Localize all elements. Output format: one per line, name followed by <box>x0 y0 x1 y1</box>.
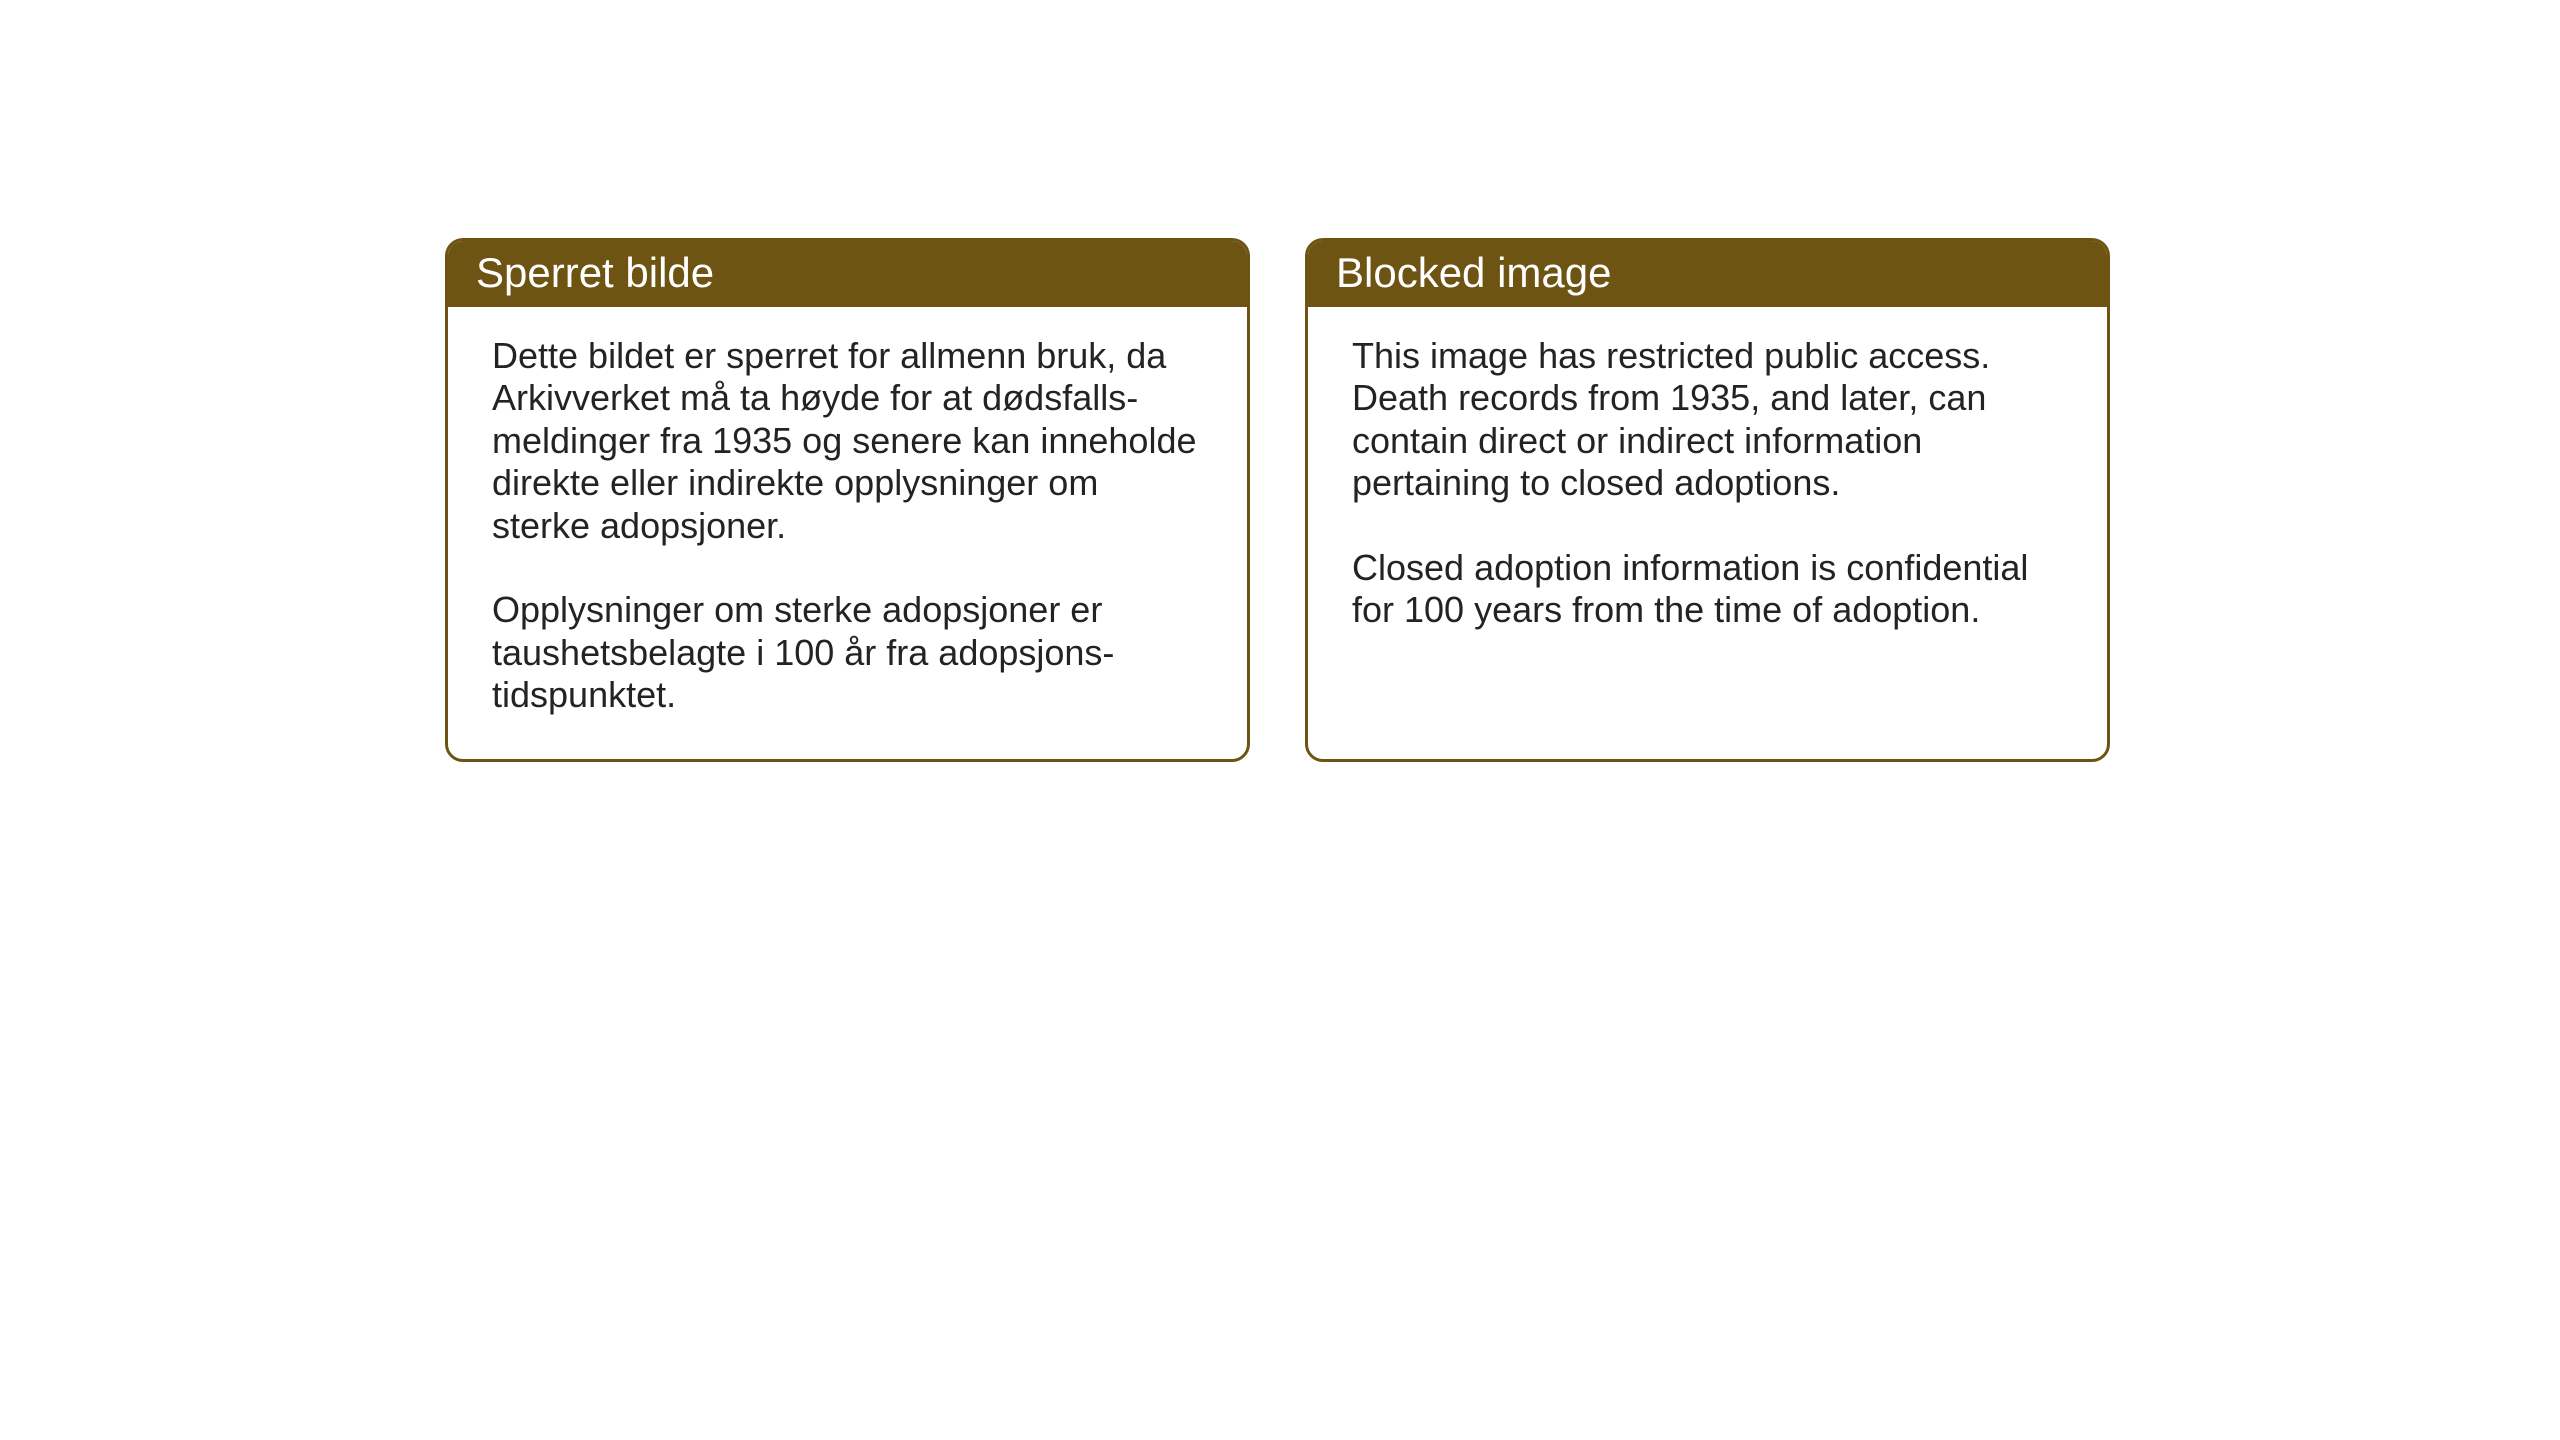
card-paragraph: Opplysninger om sterke adopsjoner er tau… <box>492 589 1203 716</box>
card-header-english: Blocked image <box>1308 241 2107 307</box>
card-paragraph: This image has restricted public access.… <box>1352 335 2063 505</box>
cards-container: Sperret bilde Dette bildet er sperret fo… <box>445 238 2110 762</box>
card-paragraph: Closed adoption information is confident… <box>1352 547 2063 632</box>
card-norwegian: Sperret bilde Dette bildet er sperret fo… <box>445 238 1250 762</box>
card-body-english: This image has restricted public access.… <box>1308 307 2107 674</box>
card-english: Blocked image This image has restricted … <box>1305 238 2110 762</box>
card-header-norwegian: Sperret bilde <box>448 241 1247 307</box>
card-body-norwegian: Dette bildet er sperret for allmenn bruk… <box>448 307 1247 759</box>
card-paragraph: Dette bildet er sperret for allmenn bruk… <box>492 335 1203 547</box>
